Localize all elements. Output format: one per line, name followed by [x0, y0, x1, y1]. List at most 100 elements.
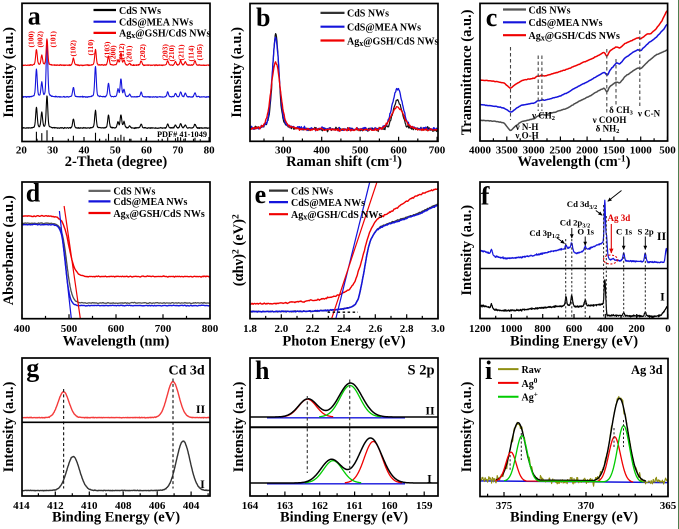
svg-text:Raw: Raw	[522, 365, 542, 376]
svg-text:CdS NWs: CdS NWs	[113, 187, 155, 198]
svg-text:(203): (203)	[161, 44, 170, 61]
svg-text:Binding Energy (eV): Binding Energy (eV)	[52, 510, 180, 526]
svg-text:CdS@MEA NWs: CdS@MEA NWs	[529, 18, 603, 29]
svg-text:Intensity (a.u.): Intensity (a.u.)	[459, 205, 475, 296]
svg-text:375: 375	[496, 500, 513, 512]
svg-text:S 2p: S 2p	[408, 362, 435, 378]
svg-text:Raman shift (cm-1): Raman shift (cm-1)	[286, 154, 402, 170]
svg-text:500: 500	[352, 144, 369, 156]
svg-text:3500: 3500	[496, 144, 519, 156]
svg-text:(002): (002)	[36, 31, 45, 48]
svg-text:3.0: 3.0	[431, 323, 445, 335]
svg-text:Wavelength (nm): Wavelength (nm)	[63, 333, 170, 349]
svg-text:(201): (201)	[124, 45, 133, 62]
svg-text:CdS NWs: CdS NWs	[347, 9, 389, 20]
svg-text:200: 200	[628, 323, 645, 335]
svg-text:160: 160	[381, 500, 398, 512]
svg-text:410: 410	[81, 500, 98, 512]
svg-text:500: 500	[61, 323, 78, 335]
svg-text:(114): (114)	[186, 45, 195, 62]
svg-text:50: 50	[110, 144, 122, 156]
svg-text:(200): (200)	[108, 45, 117, 62]
svg-text:20: 20	[16, 144, 28, 156]
svg-text:(100): (100)	[27, 31, 36, 48]
svg-text:600: 600	[108, 323, 125, 335]
svg-text:b: b	[256, 3, 270, 32]
svg-text:30: 30	[47, 144, 59, 156]
svg-text:600: 600	[390, 144, 407, 156]
svg-text:CdS NWs: CdS NWs	[291, 186, 333, 197]
svg-text:2-Theta (degree): 2-Theta (degree)	[65, 154, 168, 170]
svg-text:CdS@MEA NWs: CdS@MEA NWs	[113, 197, 187, 208]
svg-text:Binding Energy (eV): Binding Energy (eV)	[280, 510, 408, 526]
svg-text:δ CH3: δ CH3	[609, 105, 633, 117]
svg-text:1000: 1000	[630, 144, 653, 156]
svg-text:163: 163	[277, 500, 294, 512]
svg-text:Ag 3d: Ag 3d	[608, 213, 631, 223]
svg-text:Binding Energy (eV): Binding Energy (eV)	[510, 510, 638, 526]
svg-text:II: II	[657, 229, 667, 243]
svg-text:(202): (202)	[138, 44, 147, 61]
svg-text:(102): (102)	[69, 40, 78, 57]
svg-text:1500: 1500	[603, 144, 626, 156]
svg-text:Cd 3d: Cd 3d	[169, 364, 205, 379]
svg-text:II: II	[196, 402, 206, 416]
svg-text:370: 370	[578, 500, 595, 512]
svg-text:406: 406	[149, 500, 166, 512]
svg-text:h: h	[255, 356, 270, 385]
svg-text:2.6: 2.6	[368, 323, 382, 335]
svg-text:(210): (210)	[167, 45, 176, 62]
svg-text:2.8: 2.8	[400, 323, 414, 335]
svg-text:(112): (112)	[117, 43, 126, 60]
svg-text:600: 600	[566, 323, 583, 335]
svg-text:800: 800	[202, 323, 219, 335]
svg-text:Intensity (a.u.): Intensity (a.u.)	[229, 27, 245, 118]
svg-text:I: I	[427, 472, 432, 486]
svg-text:404: 404	[183, 500, 200, 512]
svg-text:300: 300	[275, 144, 292, 156]
svg-text:700: 700	[155, 323, 172, 335]
svg-text:Transmittance (a.u.): Transmittance (a.u.)	[459, 9, 475, 135]
svg-text:2.4: 2.4	[337, 323, 351, 335]
svg-text:(101): (101)	[49, 31, 58, 48]
svg-text:S 2p: S 2p	[638, 227, 654, 237]
svg-text:408: 408	[115, 500, 132, 512]
svg-text:1200: 1200	[469, 323, 492, 335]
svg-text:(αhν)2 (eV)2: (αhν)2 (eV)2	[231, 214, 247, 286]
svg-text:Agx@GSH/CdS NWs: Agx@GSH/CdS NWs	[347, 36, 438, 48]
svg-text:2.2: 2.2	[306, 323, 320, 335]
svg-text:162: 162	[311, 500, 328, 512]
svg-text:Wavelength (cm-1): Wavelength (cm-1)	[517, 154, 630, 170]
svg-text:Ag 3d: Ag 3d	[631, 363, 663, 377]
svg-text:365: 365	[660, 500, 677, 512]
svg-text:i: i	[485, 356, 492, 385]
svg-text:159: 159	[416, 500, 433, 512]
svg-text:414: 414	[13, 500, 30, 512]
svg-text:Agx@GSH/CdS NWs: Agx@GSH/CdS NWs	[119, 29, 210, 41]
svg-text:4000: 4000	[469, 144, 492, 156]
svg-text:1.8: 1.8	[243, 323, 257, 335]
svg-text:(110): (110)	[86, 39, 95, 56]
svg-text:a: a	[28, 2, 41, 31]
svg-text:Agx@GSH/CdS NWs: Agx@GSH/CdS NWs	[113, 209, 204, 221]
svg-text:O 1s: O 1s	[577, 227, 594, 237]
svg-text:Intensity (a.u.): Intensity (a.u.)	[459, 382, 475, 473]
svg-text:(211): (211)	[177, 44, 186, 61]
svg-text:Intensity (a.u.): Intensity (a.u.)	[1, 27, 17, 118]
svg-text:400: 400	[597, 323, 614, 335]
svg-text:161: 161	[346, 500, 363, 512]
svg-text:PDF# 41-1049: PDF# 41-1049	[157, 130, 207, 139]
svg-text:ν CH2: ν CH2	[531, 110, 555, 122]
svg-text:(103): (103)	[102, 41, 111, 58]
svg-text:e: e	[255, 180, 267, 209]
svg-text:Absorbance (a.u.): Absorbance (a.u.)	[1, 195, 17, 305]
svg-text:0: 0	[665, 323, 671, 335]
svg-text:CdS NWs: CdS NWs	[119, 6, 161, 17]
svg-text:CdS NWs: CdS NWs	[529, 5, 571, 16]
svg-text:400: 400	[14, 323, 31, 335]
svg-text:CdS@MEA NWs: CdS@MEA NWs	[291, 198, 365, 209]
svg-text:CdS@MEA NWs: CdS@MEA NWs	[119, 18, 193, 29]
svg-text:60: 60	[141, 144, 153, 156]
svg-text:Binding Energy (eV): Binding Energy (eV)	[510, 333, 638, 349]
svg-text:Agx@GSH/CdS NWs: Agx@GSH/CdS NWs	[291, 210, 382, 222]
